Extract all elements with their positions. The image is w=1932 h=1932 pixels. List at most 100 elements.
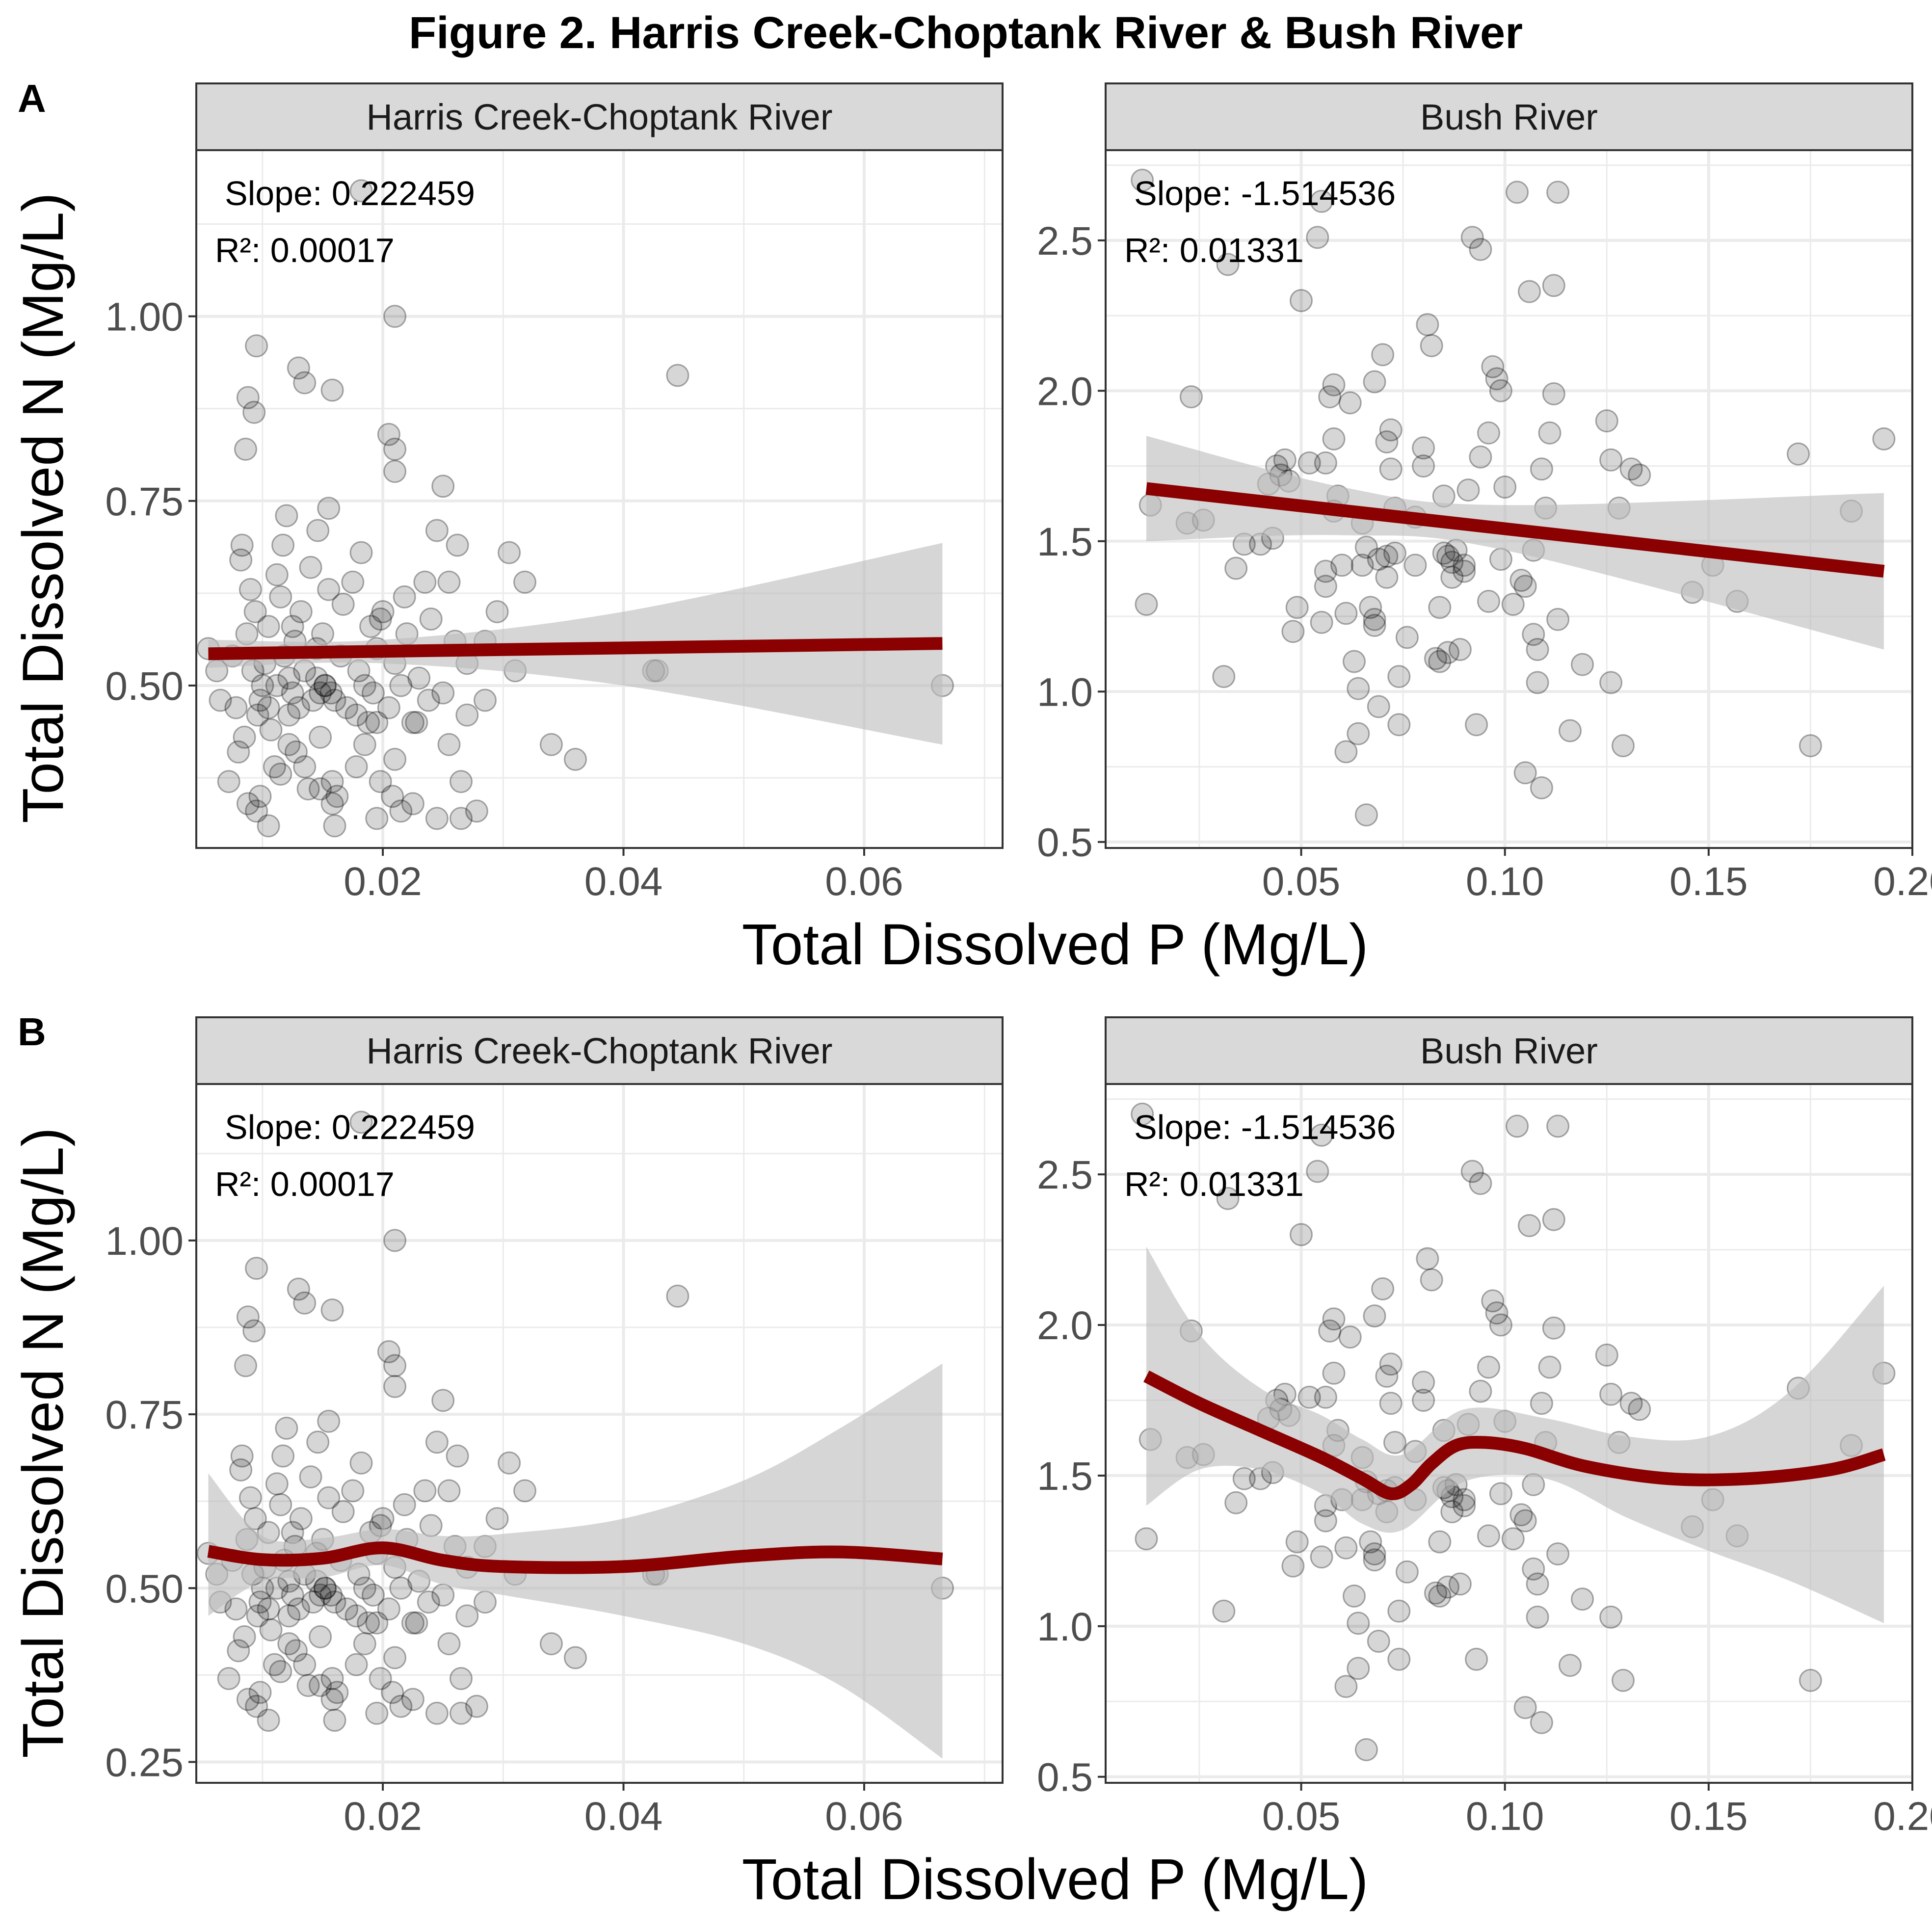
data-point xyxy=(1347,1657,1370,1680)
y-tick-label: 0.50 xyxy=(105,664,184,709)
data-point xyxy=(450,1667,473,1690)
data-point xyxy=(1799,734,1822,758)
data-point xyxy=(1501,1527,1525,1551)
data-point xyxy=(1628,463,1651,487)
data-point xyxy=(281,1521,304,1544)
data-point xyxy=(389,674,413,697)
data-point xyxy=(1314,559,1337,583)
facet-strip-label: Harris Creek-Choptank River xyxy=(367,1031,833,1071)
facet-strip xyxy=(195,1016,1004,1085)
data-point xyxy=(1322,373,1346,397)
data-point xyxy=(1571,653,1594,676)
data-point xyxy=(1281,1554,1305,1578)
data-point xyxy=(320,792,344,816)
data-point xyxy=(1440,1500,1464,1524)
data-point xyxy=(349,1451,373,1475)
data-point xyxy=(455,703,479,727)
data-point xyxy=(234,1354,257,1377)
data-point xyxy=(1453,1494,1476,1517)
data-point xyxy=(323,1709,346,1732)
data-point xyxy=(317,1409,341,1433)
data-point xyxy=(425,1701,449,1725)
data-point xyxy=(263,755,286,778)
data-point xyxy=(1363,370,1386,394)
data-point xyxy=(513,570,536,594)
data-point xyxy=(1542,274,1565,297)
y-tick-label: 1.0 xyxy=(1037,1605,1093,1649)
data-point xyxy=(243,600,267,623)
data-point xyxy=(1363,1304,1386,1328)
data-point xyxy=(474,1590,497,1614)
data-point xyxy=(271,533,295,557)
data-point xyxy=(236,386,260,409)
data-point xyxy=(341,570,365,594)
y-tick-label: 0.50 xyxy=(105,1566,184,1611)
panel-a-bush: Slope: -1.514536 R²: 0.01331 Bush River 0.0… xyxy=(1037,82,1932,904)
y-tick-label: 2.0 xyxy=(1037,369,1093,414)
data-point xyxy=(1285,596,1309,619)
data-point xyxy=(320,1688,344,1711)
data-point xyxy=(393,585,416,609)
y-tick-label: 1.00 xyxy=(105,1219,184,1264)
data-point xyxy=(1436,641,1459,664)
data-point xyxy=(425,1430,449,1454)
data-point xyxy=(313,1576,337,1600)
data-point xyxy=(405,1611,428,1635)
data-point xyxy=(229,1458,253,1482)
data-point xyxy=(1354,535,1378,559)
data-point xyxy=(1371,343,1395,367)
data-point xyxy=(389,1576,413,1600)
x-tick-label: 0.10 xyxy=(1466,1794,1544,1839)
data-point xyxy=(1334,740,1358,764)
data-point xyxy=(344,1604,368,1628)
slope-annotation: Slope: 0.222459 xyxy=(225,1108,475,1146)
x-tick-label: 0.15 xyxy=(1669,859,1748,904)
data-point xyxy=(227,1639,250,1663)
data-point xyxy=(319,1583,343,1607)
data-point xyxy=(1518,1214,1541,1237)
data-point xyxy=(1612,734,1635,758)
data-point xyxy=(498,1451,521,1475)
data-point xyxy=(1513,575,1537,598)
data-point xyxy=(513,1479,536,1503)
data-point xyxy=(539,1632,563,1656)
data-point xyxy=(331,592,355,616)
data-point xyxy=(217,770,240,794)
data-point xyxy=(1465,713,1488,737)
data-point xyxy=(248,785,272,808)
data-point xyxy=(419,608,443,631)
y-tick-label: 1.5 xyxy=(1037,1454,1093,1499)
data-point xyxy=(1460,1160,1484,1183)
data-point xyxy=(238,1486,262,1509)
data-point xyxy=(1318,1319,1342,1343)
panel-a-harris: Slope: 0.222459 R²: 0.00017 Harris Creek-C… xyxy=(105,82,1004,904)
y-axis-title-b: Total Dissolved N (Mg/L) xyxy=(11,1127,76,1758)
data-point xyxy=(377,696,400,719)
data-point xyxy=(383,305,407,328)
data-point xyxy=(383,1229,407,1252)
data-point xyxy=(498,541,521,564)
data-point xyxy=(1375,430,1399,453)
data-point xyxy=(1318,385,1342,409)
data-point xyxy=(317,1486,341,1509)
data-point xyxy=(287,696,310,719)
data-point xyxy=(242,1319,266,1343)
data-point xyxy=(224,696,248,719)
data-point xyxy=(1338,391,1362,415)
data-point xyxy=(437,1632,461,1656)
data-point xyxy=(1383,1430,1406,1454)
data-point xyxy=(277,666,301,690)
data-point xyxy=(1224,1491,1248,1514)
data-point xyxy=(1628,1398,1651,1421)
data-point xyxy=(369,608,392,631)
data-point xyxy=(245,799,268,823)
data-point xyxy=(323,688,346,712)
data-point xyxy=(1485,367,1509,391)
data-point xyxy=(381,785,404,808)
data-point xyxy=(317,497,341,520)
data-point xyxy=(383,1375,407,1398)
data-point xyxy=(1513,761,1537,785)
data-point xyxy=(1428,596,1452,619)
data-point xyxy=(248,1681,272,1704)
data-point xyxy=(1481,355,1505,378)
